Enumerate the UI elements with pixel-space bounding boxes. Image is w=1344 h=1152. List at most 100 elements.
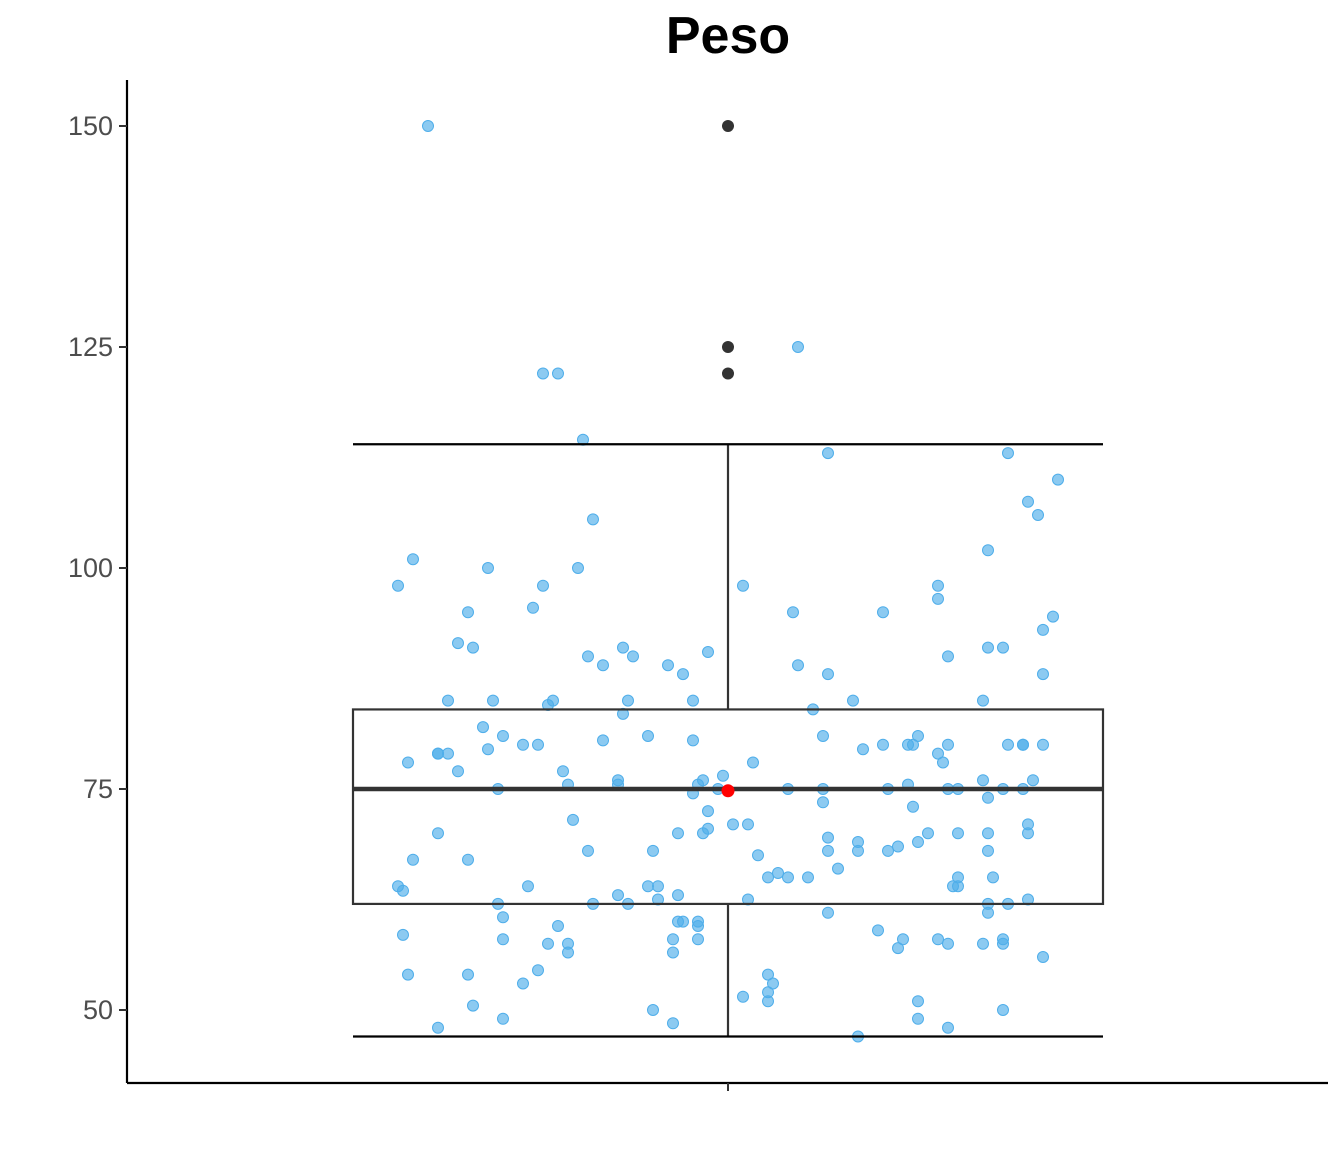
data-point xyxy=(977,774,989,787)
data-point xyxy=(877,738,889,751)
data-point xyxy=(462,968,474,981)
data-point xyxy=(1037,668,1049,681)
data-point xyxy=(692,933,704,946)
data-point xyxy=(452,765,464,778)
data-point xyxy=(542,937,554,950)
data-point xyxy=(792,659,804,672)
data-point xyxy=(977,694,989,707)
data-point xyxy=(477,721,489,734)
data-point xyxy=(497,933,509,946)
data-point xyxy=(817,730,829,742)
data-point xyxy=(667,946,679,959)
data-point xyxy=(787,606,799,619)
data-point xyxy=(987,871,999,884)
y-tick-label: 100 xyxy=(68,553,113,583)
data-point xyxy=(912,836,924,848)
data-point xyxy=(717,769,729,782)
data-point xyxy=(822,844,834,857)
iqr-box xyxy=(351,708,1105,906)
data-point xyxy=(912,730,924,742)
data-point xyxy=(532,738,544,751)
data-point xyxy=(647,844,659,857)
data-point xyxy=(642,880,654,893)
data-point xyxy=(552,367,564,380)
data-point xyxy=(907,800,919,813)
data-point xyxy=(482,743,494,756)
data-point xyxy=(922,827,934,840)
data-point xyxy=(557,765,569,778)
chart-title: Peso xyxy=(666,7,790,65)
data-point xyxy=(422,120,434,132)
data-point xyxy=(677,668,689,681)
data-point xyxy=(952,827,964,840)
data-point xyxy=(822,906,834,919)
data-point xyxy=(697,774,709,787)
data-point xyxy=(912,1012,924,1025)
data-point xyxy=(942,937,954,950)
data-point xyxy=(432,747,444,760)
data-point xyxy=(1037,951,1049,963)
data-point xyxy=(982,641,994,654)
data-point xyxy=(912,995,924,1008)
data-point xyxy=(982,906,994,919)
data-point xyxy=(932,592,944,605)
data-point xyxy=(822,447,834,460)
data-point xyxy=(432,827,444,840)
data-point xyxy=(832,862,844,875)
data-point xyxy=(882,844,894,857)
data-point xyxy=(802,871,814,884)
data-point xyxy=(982,827,994,840)
data-point xyxy=(442,694,454,707)
data-point xyxy=(667,933,679,946)
data-point xyxy=(392,579,404,592)
data-point xyxy=(857,743,869,756)
data-point xyxy=(737,579,749,592)
data-point xyxy=(852,844,864,857)
y-tick-label: 150 xyxy=(68,111,113,141)
data-point xyxy=(482,562,494,574)
data-point xyxy=(497,911,509,924)
data-point xyxy=(667,1017,679,1030)
data-point xyxy=(1032,509,1044,521)
data-point xyxy=(997,1004,1009,1016)
data-point xyxy=(997,641,1009,654)
data-point xyxy=(537,579,549,592)
data-point xyxy=(1027,774,1039,787)
data-point xyxy=(982,544,994,557)
data-point xyxy=(872,924,884,937)
data-point xyxy=(762,968,774,981)
data-point xyxy=(662,659,674,672)
data-point xyxy=(462,853,474,866)
data-point xyxy=(597,734,609,747)
data-point xyxy=(1022,495,1034,508)
data-point xyxy=(617,641,629,654)
data-point xyxy=(932,933,944,946)
data-point xyxy=(1052,473,1064,486)
outlier-point xyxy=(722,367,734,380)
data-point xyxy=(997,937,1009,950)
data-point xyxy=(1022,818,1034,831)
data-point xyxy=(622,694,634,707)
data-point xyxy=(402,968,414,981)
data-point xyxy=(587,513,599,526)
data-point xyxy=(822,668,834,681)
axes: 50 75 100 125 150 xyxy=(68,80,1328,1091)
data-point xyxy=(942,650,954,663)
y-tick-label: 50 xyxy=(83,995,113,1025)
data-point xyxy=(567,813,579,826)
data-point xyxy=(487,694,499,707)
data-point xyxy=(612,889,624,902)
data-point xyxy=(727,818,739,831)
data-point xyxy=(397,884,409,897)
data-point xyxy=(527,601,539,614)
data-point xyxy=(737,990,749,1003)
data-point xyxy=(647,1004,659,1016)
data-point xyxy=(942,1021,954,1034)
data-point xyxy=(752,849,764,862)
data-point xyxy=(822,831,834,844)
data-point xyxy=(792,341,804,353)
data-point xyxy=(497,1012,509,1025)
data-point xyxy=(687,694,699,707)
outlier-point xyxy=(722,341,734,353)
